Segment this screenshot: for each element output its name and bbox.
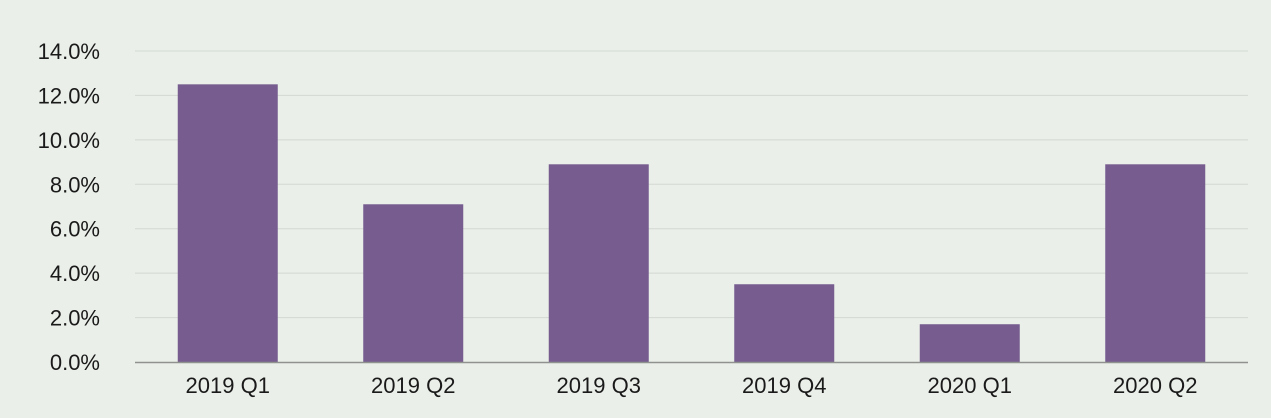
y-tick-label: 10.0% — [38, 128, 100, 153]
x-tick-label: 2020 Q1 — [928, 373, 1012, 398]
y-tick-label: 6.0% — [50, 217, 100, 242]
bar — [1105, 164, 1206, 362]
x-tick-label: 2019 Q1 — [186, 373, 270, 398]
y-tick-label: 12.0% — [38, 83, 100, 108]
y-tick-label: 2.0% — [50, 306, 100, 331]
y-axis-tick-labels: 0.0% 2.0% 4.0% 6.0% 8.0% 10.0% 12.0% 14.0% — [38, 39, 100, 375]
bars — [177, 84, 1206, 363]
y-tick-label: 4.0% — [50, 261, 100, 286]
x-tick-label: 2019 Q2 — [371, 373, 455, 398]
bar — [177, 84, 278, 363]
grid-lines — [135, 50, 1248, 319]
x-axis-tick-labels: 2019 Q1 2019 Q2 2019 Q3 2019 Q4 2020 Q1 2020 … — [186, 373, 1198, 398]
bar — [734, 284, 835, 362]
y-tick-label: 14.0% — [38, 39, 100, 64]
x-tick-label: 2020 Q2 — [1113, 373, 1197, 398]
x-tick-label: 2019 Q4 — [742, 373, 826, 398]
y-tick-label: 0.0% — [50, 350, 100, 375]
bar — [363, 204, 464, 362]
x-tick-label: 2019 Q3 — [557, 373, 641, 398]
y-tick-label: 8.0% — [50, 172, 100, 197]
bar — [919, 324, 1020, 362]
bar — [548, 164, 649, 362]
